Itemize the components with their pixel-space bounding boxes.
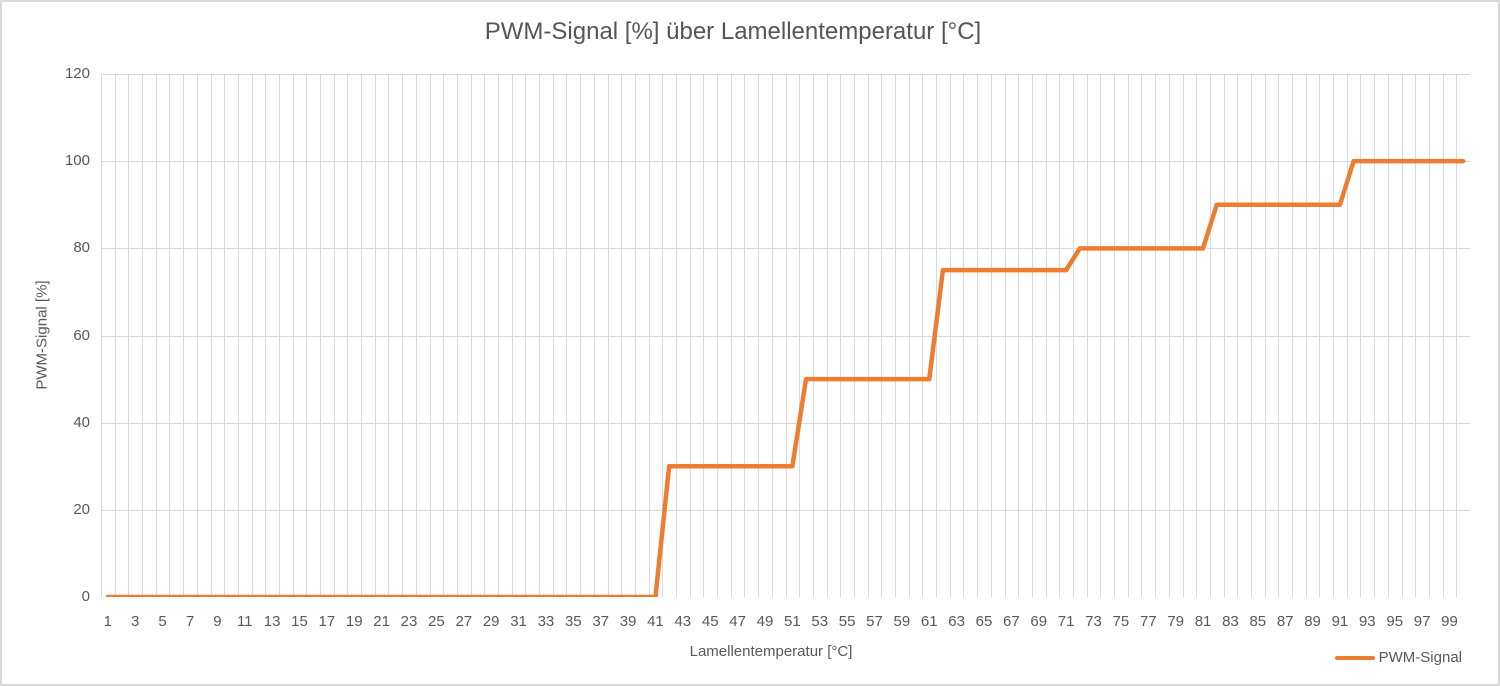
x-tick-label: 89 bbox=[1304, 613, 1321, 630]
x-tick-label: 17 bbox=[318, 613, 336, 630]
x-tick-label: 23 bbox=[400, 613, 418, 630]
x-tick-label: 15 bbox=[291, 613, 308, 630]
y-tick-label: 100 bbox=[64, 152, 90, 170]
x-tick-label: 71 bbox=[1057, 613, 1075, 630]
x-tick-label: 95 bbox=[1386, 613, 1404, 630]
x-tick-label: 83 bbox=[1222, 613, 1239, 630]
x-tick-label: 87 bbox=[1276, 613, 1294, 630]
pwm-signal-line bbox=[105, 158, 1466, 597]
x-tick-label: 27 bbox=[455, 613, 473, 630]
y-tick-label: 120 bbox=[64, 65, 90, 82]
x-tick-label: 35 bbox=[564, 613, 582, 630]
x-tick-label: 93 bbox=[1358, 613, 1376, 630]
x-tick-label: 79 bbox=[1167, 613, 1184, 630]
x-tick-label: 29 bbox=[482, 613, 500, 630]
y-tick-label: 0 bbox=[81, 588, 90, 605]
x-tick-label: 49 bbox=[756, 613, 774, 630]
chart-title: PWM-Signal [%] über Lamellentemperatur [… bbox=[484, 18, 982, 45]
x-tick-label: 33 bbox=[537, 613, 555, 630]
x-tick-label: 19 bbox=[345, 613, 363, 630]
x-tick-label: 31 bbox=[510, 613, 527, 630]
x-tick-label: 51 bbox=[784, 613, 801, 630]
x-tick-label: 77 bbox=[1139, 613, 1157, 630]
x-tick-label: 69 bbox=[1030, 613, 1048, 630]
x-tick-label: 55 bbox=[838, 613, 856, 630]
x-tick-label: 37 bbox=[592, 613, 610, 630]
x-tick-label: 7 bbox=[185, 613, 195, 630]
x-tick-label: 97 bbox=[1413, 613, 1431, 630]
legend-label: PWM-Signal bbox=[1378, 649, 1462, 666]
x-tick-label: 25 bbox=[428, 613, 445, 630]
x-tick-label: 41 bbox=[647, 613, 664, 630]
legend: PWM-Signal bbox=[1334, 649, 1462, 666]
y-tick-label: 20 bbox=[73, 500, 90, 518]
x-tick-label: 63 bbox=[948, 613, 965, 630]
x-tick-label: 81 bbox=[1194, 613, 1212, 630]
x-tick-label: 11 bbox=[236, 613, 253, 630]
x-tick-label: 53 bbox=[811, 613, 829, 630]
x-tick-label: 9 bbox=[213, 613, 222, 630]
x-tick-label: 59 bbox=[893, 613, 911, 630]
y-tick-label: 60 bbox=[73, 326, 90, 344]
y-tick-label: 40 bbox=[73, 413, 90, 431]
x-tick-label: 57 bbox=[866, 613, 883, 630]
x-tick-label: 1 bbox=[103, 613, 113, 630]
x-tick-label: 5 bbox=[158, 613, 167, 630]
x-tick-label: 67 bbox=[1003, 613, 1020, 630]
x-tick-label: 99 bbox=[1441, 613, 1458, 630]
x-axis-title: Lamellentemperatur [°C] bbox=[689, 643, 853, 660]
x-tick-label: 45 bbox=[701, 613, 719, 630]
x-tick-label: 47 bbox=[729, 613, 746, 630]
x-tick-label: 85 bbox=[1249, 613, 1267, 630]
x-tick-label: 75 bbox=[1112, 613, 1130, 630]
x-tick-label: 13 bbox=[263, 613, 281, 630]
x-tick-label: 39 bbox=[619, 613, 637, 630]
x-tick-label: 21 bbox=[373, 613, 390, 630]
x-tick-label: 91 bbox=[1331, 613, 1349, 630]
y-tick-label: 80 bbox=[73, 239, 90, 257]
legend-line-marker bbox=[1334, 655, 1375, 660]
x-tick-label: 3 bbox=[131, 613, 140, 630]
x-tick-label: 65 bbox=[975, 613, 993, 630]
plot-svg bbox=[101, 74, 1470, 597]
x-tick-label: 43 bbox=[674, 613, 692, 630]
x-tick-label: 61 bbox=[920, 613, 938, 630]
plot-area bbox=[101, 74, 1470, 597]
x-tick-label: 73 bbox=[1085, 613, 1102, 630]
